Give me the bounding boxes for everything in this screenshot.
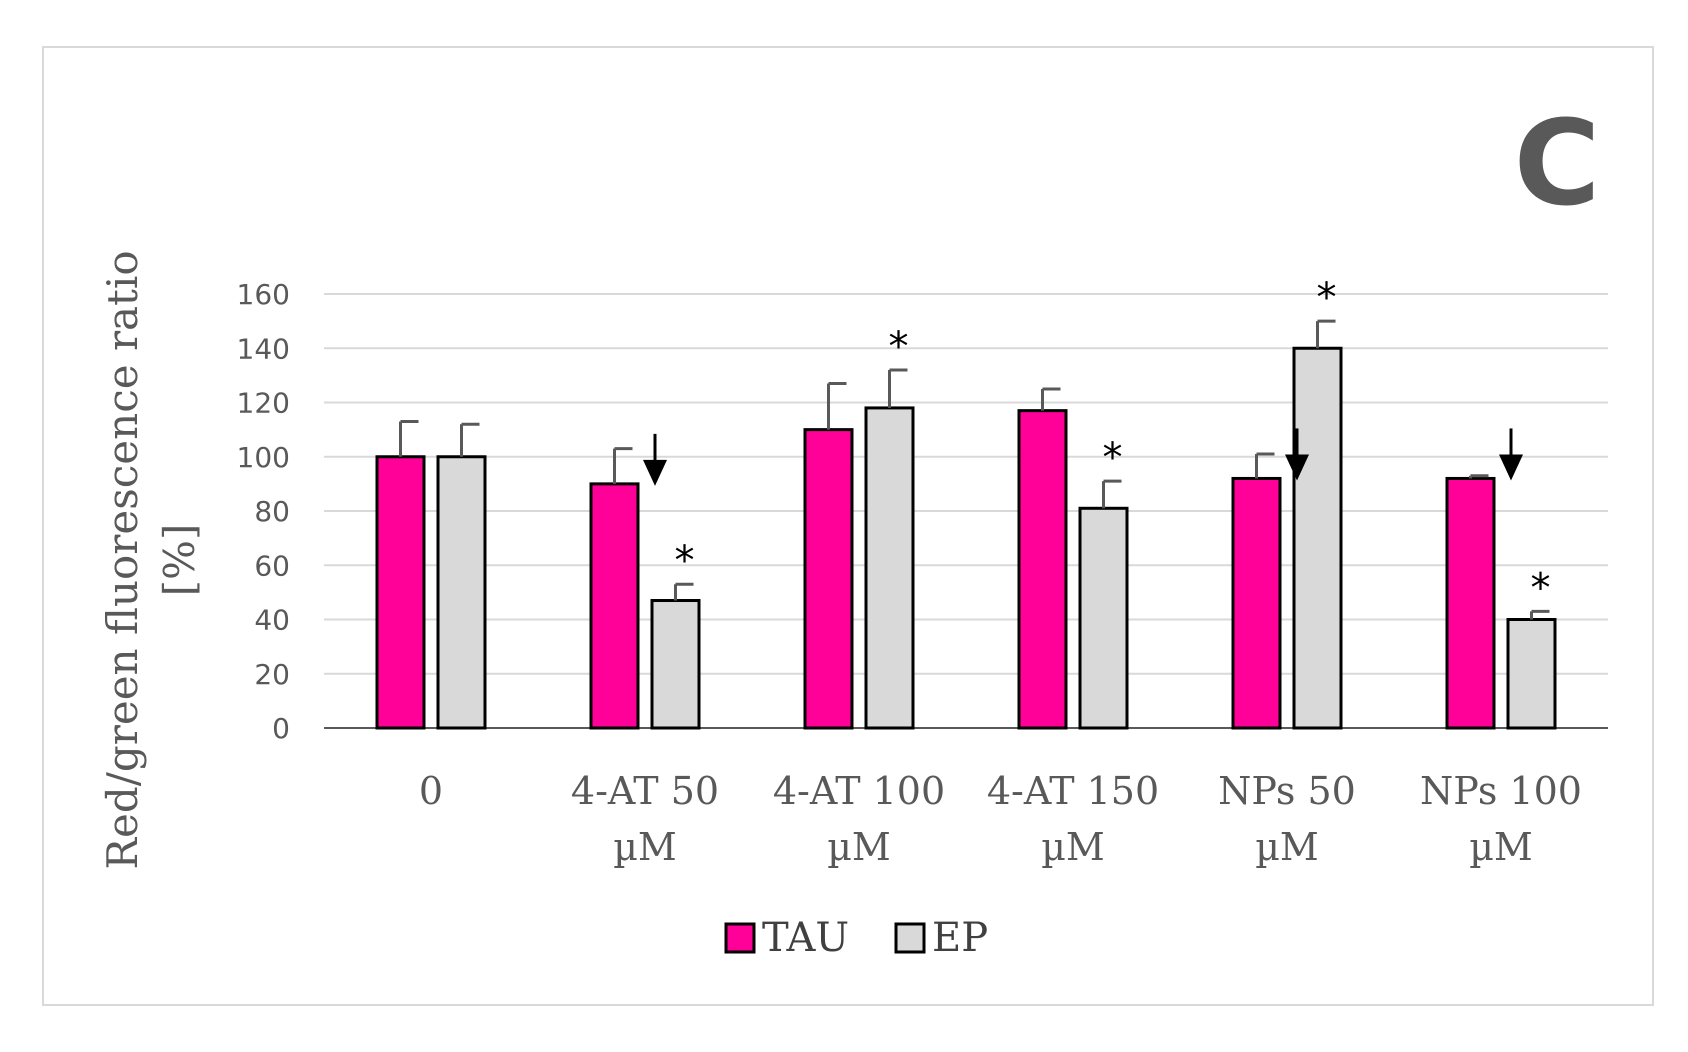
y-tick-label: 140 — [237, 332, 290, 365]
y-tick-label: 80 — [254, 495, 290, 528]
bar-ep — [650, 599, 701, 730]
legend-label-ep: EP — [932, 915, 988, 961]
bar-tau — [375, 455, 426, 730]
y-tick-label: 0 — [272, 712, 290, 745]
down-arrow-icon — [1285, 428, 1309, 481]
x-category-label: µM — [827, 825, 891, 869]
bars — [375, 319, 1557, 730]
legend-label-tau: TAU — [762, 915, 849, 961]
significance-star: * — [889, 324, 909, 370]
bar-tau — [589, 482, 640, 730]
y-tick-label: 40 — [254, 604, 290, 637]
down-arrow-icon — [643, 433, 667, 486]
panel-label: C — [1514, 94, 1601, 232]
arrow-head — [1285, 454, 1309, 481]
bar-ep — [864, 406, 915, 730]
y-tick-label: 160 — [237, 278, 290, 311]
x-category-label: µM — [1469, 825, 1533, 869]
bar-ep — [1078, 506, 1129, 730]
bar-ep — [1292, 346, 1343, 730]
bar-tau — [1231, 476, 1282, 730]
y-axis-unit: [%] — [155, 524, 204, 597]
significance-star: * — [1317, 275, 1337, 321]
arrow-head — [643, 459, 667, 486]
x-category-label: µM — [1255, 825, 1319, 869]
x-category-label: NPs 50 — [1218, 769, 1356, 813]
x-category-label: µM — [1041, 825, 1105, 869]
bar-tau — [1017, 409, 1068, 730]
x-category-label: 4-AT 50 — [571, 769, 719, 813]
y-axis-ticks: 0 20 40 60 80 100 120 140 160 — [237, 278, 290, 745]
significance-star: * — [1103, 435, 1123, 481]
figure-frame — [42, 46, 1654, 1006]
x-category-label: 4-AT 100 — [773, 769, 945, 813]
significance-star: * — [675, 538, 695, 584]
arrow-head — [1499, 454, 1523, 481]
x-category-label: 4-AT 150 — [987, 769, 1159, 813]
bar-ep — [436, 455, 487, 730]
bar-ep — [1506, 618, 1557, 730]
down-arrow-icon — [1499, 428, 1523, 481]
x-category-label: 0 — [419, 769, 443, 813]
x-category-label: NPs 100 — [1420, 769, 1582, 813]
y-tick-label: 120 — [237, 387, 290, 420]
y-tick-label: 100 — [237, 441, 290, 474]
significance-star: * — [1531, 565, 1551, 611]
y-tick-label: 60 — [254, 549, 290, 582]
bar-tau — [1445, 476, 1496, 730]
x-category-label: µM — [613, 825, 677, 869]
x-axis-categories: 0 4-AT 50 µM 4-AT 100 µM 4-AT 150 µM NPs 50 µM NP… — [419, 769, 1582, 869]
bar-tau — [803, 428, 854, 730]
y-axis-label: Red/green fluorescence ratio — [98, 250, 147, 869]
legend-swatch-ep — [894, 922, 926, 954]
legend-swatch-tau — [724, 922, 756, 954]
annotations: * * * * * — [643, 275, 1551, 611]
legend: TAU EP — [724, 915, 988, 961]
y-tick-label: 20 — [254, 658, 290, 691]
gridlines — [324, 293, 1608, 729]
